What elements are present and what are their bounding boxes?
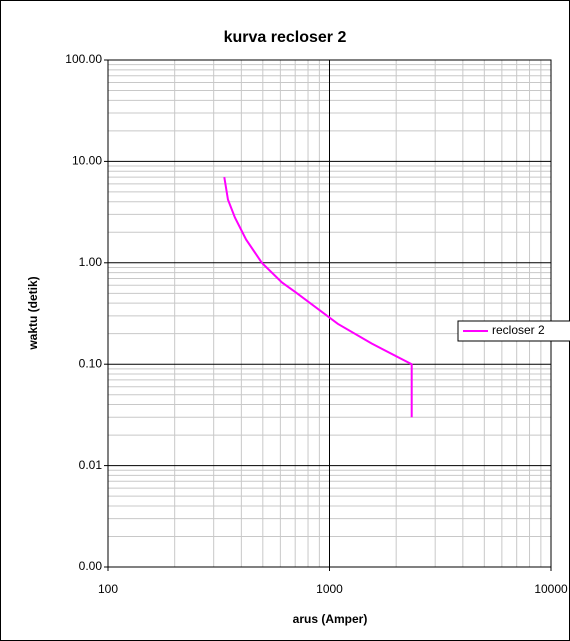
x-tick-label: 10000 <box>534 582 568 596</box>
y-tick-label: 10.00 <box>72 154 102 168</box>
chart-title: kurva recloser 2 <box>224 29 347 46</box>
y-tick-label: 0.10 <box>79 356 103 370</box>
x-axis-title: arus (Amper) <box>293 612 368 626</box>
x-tick-label: 100 <box>98 582 118 596</box>
y-axis-title: waktu (detik) <box>26 276 40 350</box>
y-tick-label: 0.01 <box>79 458 103 472</box>
legend-box <box>457 320 570 342</box>
y-tick-label: 1.00 <box>79 255 103 269</box>
line-series <box>223 176 413 418</box>
x-tick-label: 1000 <box>316 582 343 596</box>
plot-border <box>107 59 552 568</box>
y-tick-label: 0.00 <box>79 559 103 573</box>
legend-label: recloser 2 <box>492 323 545 337</box>
y-tick-label: 100.00 <box>65 52 102 66</box>
